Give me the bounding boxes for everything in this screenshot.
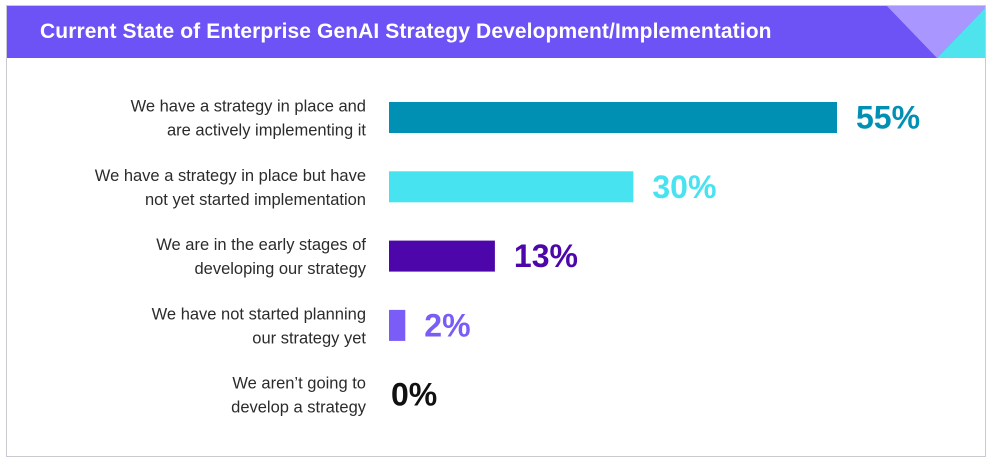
value-label: 30% — [652, 169, 716, 205]
category-label: We aren’t going to develop a strategy — [231, 375, 367, 417]
category-label-line: We have not started planning — [152, 305, 366, 323]
category-label-line: developing our strategy — [194, 260, 366, 278]
category-label-line: We have a strategy in place and — [131, 98, 366, 116]
category-label-line: our strategy yet — [252, 329, 366, 347]
value-label: 55% — [856, 100, 920, 136]
bar — [389, 309, 406, 341]
chart-title: Current State of Enterprise GenAI Strate… — [40, 20, 772, 43]
category-label-line: develop a strategy — [231, 399, 367, 417]
value-label: 2% — [424, 307, 470, 343]
category-label-line: We aren’t going to — [232, 375, 366, 393]
header-background — [7, 6, 985, 58]
bar — [389, 171, 634, 203]
chart-card: Current State of Enterprise GenAI Strate… — [6, 5, 986, 457]
category-label: We have a strategy in place and are activ… — [131, 98, 367, 140]
category-label: We are in the early stages of developing … — [156, 236, 366, 278]
header-fill — [7, 6, 985, 58]
bar — [389, 102, 837, 133]
category-label: We have a strategy in place but have not … — [95, 167, 366, 209]
category-label-line: are actively implementing it — [167, 122, 366, 140]
category-label-line: We are in the early stages of — [156, 236, 366, 254]
header-accent-lavender — [887, 6, 985, 58]
category-label: We have not started planning our strategy… — [152, 305, 367, 347]
bar-chart: We have a strategy in place and are activ… — [95, 98, 920, 417]
category-label-line: not yet started implementation — [145, 191, 366, 209]
category-label-line: We have a strategy in place but have — [95, 167, 366, 185]
value-label: 0% — [391, 377, 437, 413]
header-banner: Current State of Enterprise GenAI Strate… — [7, 6, 985, 58]
bar — [389, 240, 495, 272]
value-label: 13% — [514, 238, 578, 274]
